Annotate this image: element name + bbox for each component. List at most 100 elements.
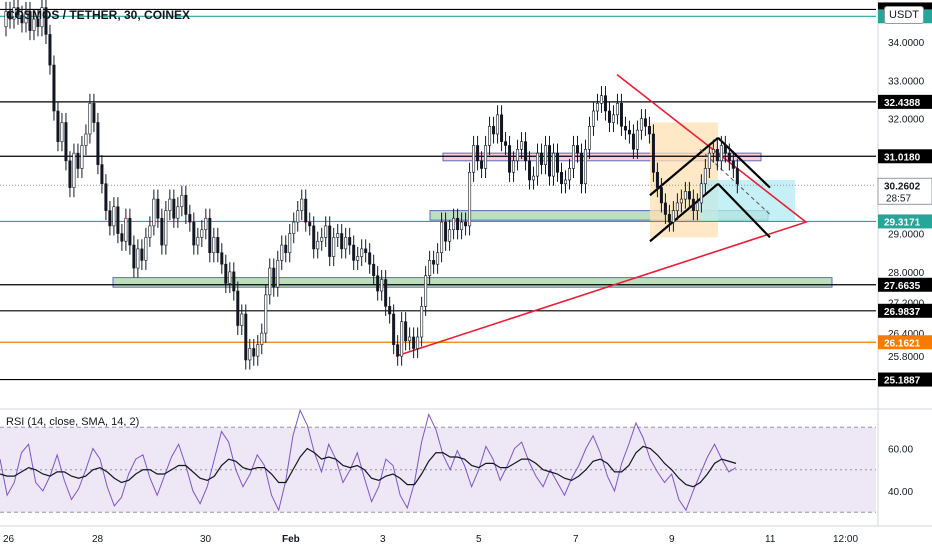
x-tick-label: Feb <box>282 534 300 545</box>
price-candle <box>188 214 192 223</box>
price-candle <box>268 267 272 296</box>
currency-badge[interactable]: USDT <box>884 6 924 24</box>
price-candle <box>420 306 424 338</box>
price-candle <box>619 103 623 127</box>
x-tick-label: 5 <box>476 534 482 545</box>
price-candle <box>372 263 376 276</box>
price-candle <box>587 126 591 150</box>
price-candle <box>643 118 647 127</box>
price-candle <box>460 221 464 231</box>
price-candle <box>520 141 524 150</box>
price-candle <box>556 152 560 173</box>
price-candle <box>160 217 164 246</box>
price-candle <box>20 14 24 24</box>
pennant-line-3 <box>717 183 771 239</box>
price-candle <box>340 233 344 250</box>
x-tick-label: 30 <box>200 534 212 545</box>
price-candle <box>168 198 172 211</box>
price-candle <box>532 175 536 181</box>
price-candle <box>40 7 44 28</box>
price-candle <box>440 221 444 254</box>
price-candle <box>156 198 160 219</box>
price-candle <box>627 129 631 135</box>
y-tick-label: 33.0000 <box>888 76 925 87</box>
x-tick-label: 12:00 <box>833 534 858 545</box>
price-candle <box>655 171 659 188</box>
price-candle <box>731 160 735 169</box>
price-candle <box>100 164 104 185</box>
price-candle <box>212 237 216 254</box>
price-candle <box>719 145 723 162</box>
price-candle <box>300 198 304 211</box>
price-candle <box>388 306 392 315</box>
price-candle <box>116 206 120 234</box>
price-candle <box>328 225 332 257</box>
price-candle <box>28 11 32 31</box>
price-label-5: 29.3171 <box>884 217 921 228</box>
y-tick-label: 26.4000 <box>888 329 925 340</box>
price-candle <box>120 233 124 242</box>
y-tick-label: 28.0000 <box>888 268 925 279</box>
price-label-7: 26.9837 <box>884 307 921 318</box>
price-candle <box>68 160 72 188</box>
price-candle <box>496 114 500 135</box>
price-candle <box>671 210 675 223</box>
price-label-bg-6 <box>878 277 932 292</box>
price-candle <box>240 313 244 326</box>
price-label-bg-3 <box>878 149 932 164</box>
price-candle <box>456 217 460 231</box>
price-candle <box>615 103 619 116</box>
rsi-series-rsi <box>0 408 737 512</box>
y-tick-label: 29.0000 <box>888 230 925 241</box>
price-label-bg-7 <box>878 303 932 318</box>
price-candle <box>196 237 200 246</box>
price-candle <box>136 248 140 269</box>
x-tick-label: 3 <box>380 534 386 545</box>
price-candle <box>104 183 108 211</box>
price-candle <box>308 221 312 227</box>
price-candle <box>583 149 587 185</box>
price-candle <box>12 7 16 20</box>
price-candle <box>164 210 168 246</box>
price-candle <box>727 152 731 162</box>
price-candle <box>280 244 284 261</box>
price-candle <box>44 7 48 35</box>
price-candle <box>679 198 683 204</box>
price-candle <box>400 321 404 357</box>
price-candle <box>651 133 655 173</box>
y-tick-label: 25.8000 <box>888 352 925 363</box>
price-candle <box>344 237 348 250</box>
price-candle <box>172 198 176 219</box>
price-candle <box>611 114 615 123</box>
x-tick-label: 28 <box>92 534 104 545</box>
price-candle <box>564 179 568 185</box>
x-tick-label: 26 <box>3 534 15 545</box>
price-candle <box>575 145 579 154</box>
price-label-countdown: 28:57 <box>886 193 911 204</box>
price-candle <box>84 133 88 146</box>
price-candle <box>352 244 356 261</box>
price-candle <box>108 210 112 227</box>
price-candle <box>528 160 532 181</box>
x-tick-label: 9 <box>669 534 675 545</box>
price-candle <box>144 237 148 261</box>
price-candle <box>216 237 220 254</box>
price-candle <box>484 145 488 169</box>
price-candle <box>276 260 280 288</box>
price-candle <box>356 256 360 261</box>
price-candle <box>368 252 372 265</box>
price-candle <box>56 110 60 142</box>
price-candle <box>567 168 571 181</box>
price-label-bg-4 <box>877 177 932 205</box>
price-candle <box>128 217 132 246</box>
price-label-bg-2 <box>878 94 932 109</box>
price-candle <box>392 313 396 345</box>
red-triangle <box>395 73 808 357</box>
price-candle <box>32 18 36 31</box>
price-candle <box>336 233 340 238</box>
price-label-4: 30.2602 <box>884 181 921 192</box>
price-label-bg-9 <box>878 372 932 387</box>
price-candle <box>92 103 96 123</box>
price-candle <box>404 321 408 342</box>
